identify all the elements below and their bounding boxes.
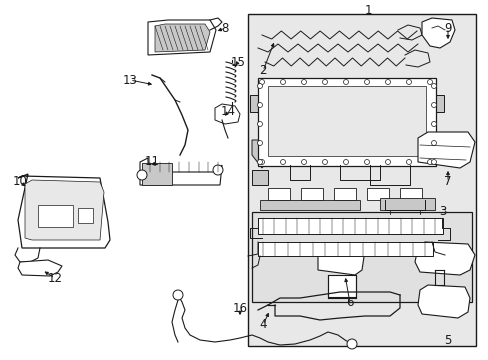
Polygon shape bbox=[148, 20, 216, 55]
Text: 8: 8 bbox=[221, 22, 228, 35]
Text: 4: 4 bbox=[259, 319, 266, 332]
Ellipse shape bbox=[364, 159, 369, 165]
Bar bbox=[379, 198, 434, 210]
Ellipse shape bbox=[430, 84, 436, 89]
Bar bbox=[301, 188, 323, 200]
Ellipse shape bbox=[259, 80, 264, 85]
Ellipse shape bbox=[385, 159, 390, 165]
Polygon shape bbox=[215, 104, 240, 124]
Bar bbox=[251, 212, 471, 302]
Text: 14: 14 bbox=[220, 105, 235, 118]
Polygon shape bbox=[18, 174, 110, 248]
Bar bbox=[333, 188, 355, 200]
Polygon shape bbox=[414, 242, 474, 275]
Bar bbox=[366, 188, 388, 200]
Ellipse shape bbox=[430, 103, 436, 108]
Ellipse shape bbox=[406, 80, 411, 85]
Ellipse shape bbox=[301, 80, 306, 85]
Bar bbox=[327, 275, 355, 297]
Ellipse shape bbox=[406, 159, 411, 165]
Text: 1: 1 bbox=[364, 4, 371, 18]
Text: 16: 16 bbox=[232, 301, 247, 315]
Ellipse shape bbox=[343, 159, 348, 165]
Ellipse shape bbox=[346, 339, 356, 349]
Polygon shape bbox=[249, 95, 258, 112]
Text: 5: 5 bbox=[444, 333, 451, 346]
Bar bbox=[142, 163, 172, 185]
Bar bbox=[258, 242, 432, 256]
Ellipse shape bbox=[427, 159, 431, 165]
Bar bbox=[247, 14, 475, 346]
Bar bbox=[78, 208, 93, 223]
Ellipse shape bbox=[322, 159, 327, 165]
Text: 2: 2 bbox=[259, 64, 266, 77]
Ellipse shape bbox=[259, 159, 264, 165]
Ellipse shape bbox=[280, 80, 285, 85]
Polygon shape bbox=[421, 18, 454, 48]
Text: 7: 7 bbox=[443, 175, 451, 189]
Text: 13: 13 bbox=[122, 73, 137, 86]
Ellipse shape bbox=[364, 80, 369, 85]
Ellipse shape bbox=[137, 170, 147, 180]
Ellipse shape bbox=[427, 80, 431, 85]
Ellipse shape bbox=[257, 121, 262, 126]
Ellipse shape bbox=[280, 159, 285, 165]
Polygon shape bbox=[251, 140, 267, 168]
Ellipse shape bbox=[301, 159, 306, 165]
Polygon shape bbox=[317, 244, 364, 275]
Ellipse shape bbox=[213, 165, 223, 175]
Ellipse shape bbox=[173, 290, 183, 300]
Polygon shape bbox=[417, 285, 469, 318]
Bar bbox=[399, 188, 421, 200]
Ellipse shape bbox=[322, 80, 327, 85]
Ellipse shape bbox=[385, 80, 390, 85]
Ellipse shape bbox=[257, 84, 262, 89]
Text: 10: 10 bbox=[13, 175, 27, 189]
Text: 15: 15 bbox=[230, 55, 245, 68]
Bar bbox=[38, 205, 73, 227]
Bar bbox=[267, 188, 289, 200]
Polygon shape bbox=[417, 132, 474, 168]
Text: 3: 3 bbox=[438, 206, 446, 219]
Bar bbox=[258, 78, 435, 166]
Ellipse shape bbox=[257, 159, 262, 165]
Polygon shape bbox=[155, 24, 209, 52]
Ellipse shape bbox=[430, 121, 436, 126]
Polygon shape bbox=[25, 180, 104, 240]
Text: 11: 11 bbox=[144, 156, 159, 168]
Polygon shape bbox=[251, 170, 267, 185]
Text: 12: 12 bbox=[47, 271, 62, 284]
Ellipse shape bbox=[430, 140, 436, 145]
Bar bbox=[258, 218, 442, 234]
Polygon shape bbox=[140, 158, 222, 185]
Polygon shape bbox=[18, 260, 62, 276]
Ellipse shape bbox=[257, 140, 262, 145]
Ellipse shape bbox=[257, 103, 262, 108]
Bar bbox=[260, 200, 359, 210]
Text: 9: 9 bbox=[443, 22, 451, 35]
Ellipse shape bbox=[430, 159, 436, 165]
Text: 6: 6 bbox=[346, 297, 353, 310]
Polygon shape bbox=[435, 95, 443, 112]
Ellipse shape bbox=[343, 80, 348, 85]
Bar bbox=[267, 86, 425, 156]
